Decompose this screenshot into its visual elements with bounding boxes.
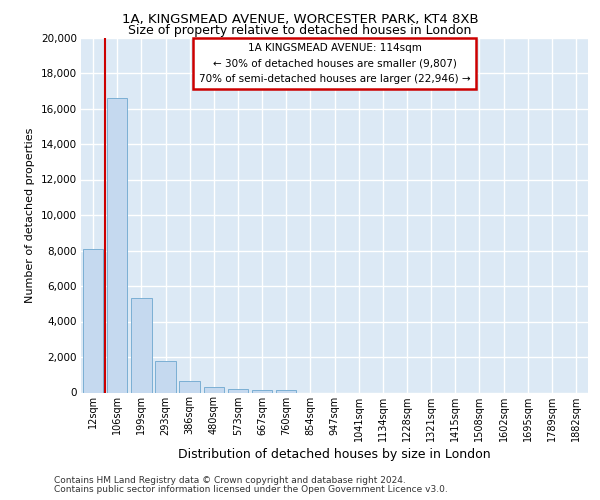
Text: Contains public sector information licensed under the Open Government Licence v3: Contains public sector information licen… (54, 485, 448, 494)
Text: 1A, KINGSMEAD AVENUE, WORCESTER PARK, KT4 8XB: 1A, KINGSMEAD AVENUE, WORCESTER PARK, KT… (122, 12, 478, 26)
Text: Size of property relative to detached houses in London: Size of property relative to detached ho… (128, 24, 472, 37)
Text: Contains HM Land Registry data © Crown copyright and database right 2024.: Contains HM Land Registry data © Crown c… (54, 476, 406, 485)
Bar (252, 390, 272, 392)
Bar (107, 98, 127, 392)
Text: 1A KINGSMEAD AVENUE: 114sqm
← 30% of detached houses are smaller (9,807)
70% of : 1A KINGSMEAD AVENUE: 114sqm ← 30% of det… (199, 43, 470, 84)
X-axis label: Distribution of detached houses by size in London: Distribution of detached houses by size … (178, 448, 491, 460)
Bar (83, 248, 103, 392)
Bar (131, 298, 152, 392)
Bar (179, 381, 200, 392)
Bar (276, 390, 296, 392)
Bar (227, 389, 248, 392)
Bar (203, 386, 224, 392)
Y-axis label: Number of detached properties: Number of detached properties (25, 128, 35, 302)
Bar (155, 360, 176, 392)
